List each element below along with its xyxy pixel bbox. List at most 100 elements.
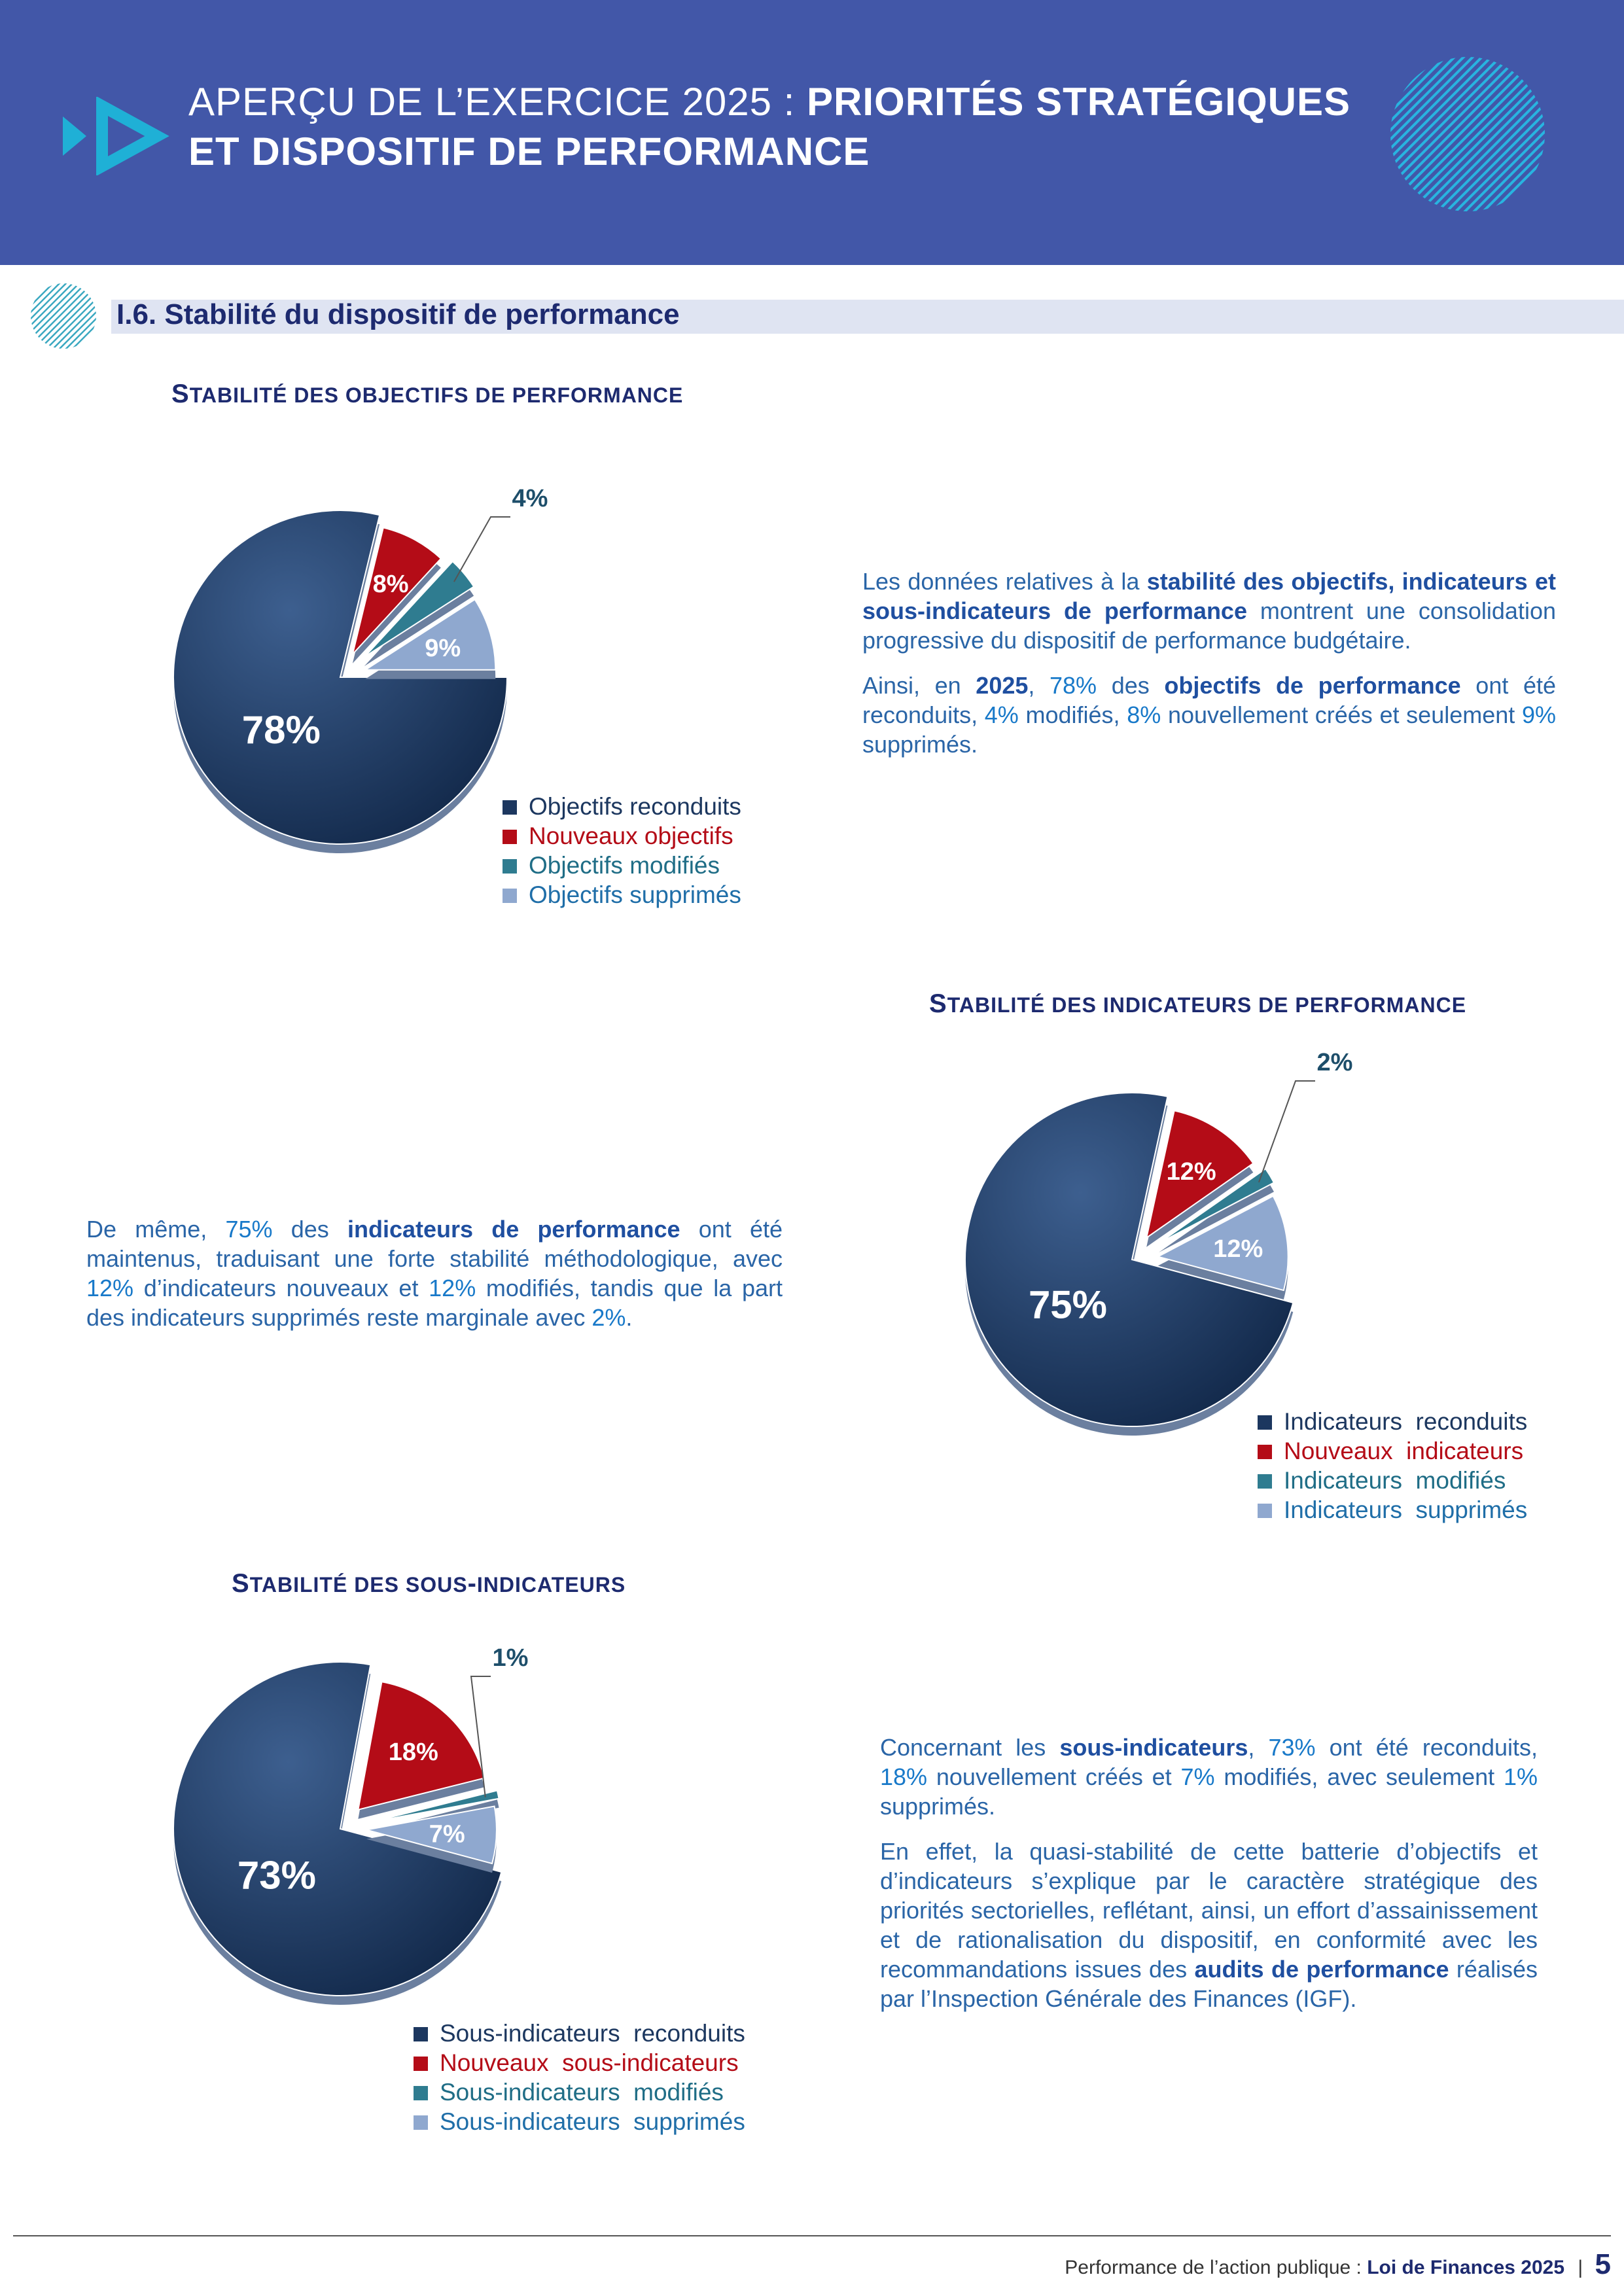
paragraph-text-run: d’indicateurs nouveaux et: [133, 1275, 429, 1301]
page-number: 5: [1595, 2248, 1611, 2280]
paragraph-text-run: 1%: [1503, 1763, 1538, 1790]
paragraph-text-run: modifiés,: [1018, 701, 1127, 728]
legend-sous-indicateurs: Sous-indicateurs reconduits Nouveaux sous…: [414, 2019, 745, 2136]
page-title: APERÇU DE L’EXERCICE 2025 : PRIORITÉS ST…: [188, 80, 1351, 173]
chart-title-indicateurs: STABILITÉ DES INDICATEURS DE PERFORMANCE: [929, 989, 1467, 1018]
paragraph-text-run: réalisés par l’Inspection Générale des F…: [880, 1956, 1538, 2012]
label-leader-line: [470, 1676, 491, 1797]
paragraph-text-run: supprimés.: [862, 731, 978, 758]
legend-item: Nouveaux sous-indicateurs: [414, 2048, 745, 2077]
paragraph-text-run: .: [626, 1304, 633, 1331]
legend-swatch: [414, 2115, 428, 2130]
pie-slice: [370, 1790, 500, 1823]
paragraph-text-run: Les données relatives à la: [862, 568, 1147, 595]
section-title: I.6. Stabilité du dispositif de performa…: [116, 298, 680, 330]
pie-slice-label: 2%: [1317, 1049, 1353, 1076]
chart-title-sous-indicateurs: STABILITÉ DES SOUS-INDICATEURS: [232, 1569, 626, 1598]
chart-title-objectifs: STABILITÉ DES OBJECTIFS DE PERFORMANCE: [171, 380, 684, 408]
paragraph-text-run: 12%: [86, 1275, 134, 1301]
paragraph-text-run: 4%: [984, 701, 1019, 728]
pie-slice: [173, 510, 508, 845]
legend-item: Sous-indicateurs reconduits: [414, 2019, 745, 2048]
paragraph-text-run: 2025: [976, 672, 1029, 699]
pie-slice: [964, 1092, 1294, 1427]
legend-swatch: [1258, 1415, 1272, 1430]
label-leader-line: [453, 516, 510, 582]
pie-slice-label: 73%: [238, 1853, 316, 1897]
paragraph-objectifs: Les données relatives à la stabilité des…: [862, 567, 1556, 775]
pie-slice-label: 8%: [373, 571, 409, 598]
pie-slice-label: 78%: [242, 708, 321, 752]
pie-slice: [362, 598, 497, 671]
legend-label: Objectifs supprimés: [529, 881, 741, 908]
legend-objectifs: Objectifs reconduits Nouveaux objectifs Ob…: [503, 792, 741, 910]
pie-slice: [351, 527, 442, 657]
paragraph-text-run: modifiés, avec seulement: [1214, 1763, 1504, 1790]
paragraph-text-run: ont été reconduits,: [1315, 1734, 1538, 1761]
legend-swatch: [414, 2086, 428, 2100]
legend-label: Sous-indicateurs modifiés: [440, 2079, 724, 2106]
legend-label: Indicateurs reconduits: [1284, 1408, 1528, 1435]
paragraph-text-run: 12%: [429, 1275, 476, 1301]
paragraph-text-run: Ainsi, en: [862, 672, 976, 699]
paragraph-text-run: 2%: [591, 1304, 626, 1331]
pie-slice-label: 4%: [512, 485, 548, 512]
legend-label: Objectifs modifiés: [529, 852, 720, 879]
legend-item: Objectifs modifiés: [503, 851, 741, 880]
legend-label: Nouveaux sous-indicateurs: [440, 2049, 739, 2076]
pie-slice: [357, 1681, 485, 1811]
paragraph-text-run: 7%: [1180, 1763, 1215, 1790]
pie-chart-sous-indicateurs: 73% 18% 1% 7%: [173, 1644, 528, 2005]
legend-item: Indicateurs reconduits: [1258, 1407, 1527, 1436]
paragraph-text-run: 9%: [1521, 701, 1556, 728]
pie-slice-label: 18%: [389, 1739, 438, 1766]
pie-slice-label: 12%: [1167, 1158, 1216, 1186]
legend-label: Sous-indicateurs reconduits: [440, 2020, 745, 2047]
legend-item: Objectifs supprimés: [503, 880, 741, 910]
pie-slice-label: 9%: [425, 635, 461, 662]
paragraph-sous-indicateurs: Concernant les sous-indicateurs, 73% ont…: [880, 1733, 1538, 2029]
paragraph-text-run: De même,: [86, 1216, 226, 1243]
pie-slice-label: 75%: [1029, 1283, 1107, 1327]
legend-item: Indicateurs modifiés: [1258, 1466, 1527, 1495]
paragraph-text-run: supprimés.: [880, 1793, 996, 1820]
hatched-circle-icon: [31, 283, 96, 349]
legend-label: Indicateurs modifiés: [1284, 1467, 1506, 1494]
pie-slice-label: 7%: [429, 1820, 465, 1848]
paragraph-text-run: montrent une consolidation progressive d…: [862, 597, 1556, 654]
paragraph-text-run: ont été reconduits,: [862, 672, 1556, 728]
pie-slice: [173, 1661, 503, 1996]
paragraph-indicateurs: De même, 75% des indicateurs de performa…: [86, 1214, 783, 1348]
paragraph-text-run: stabilité des objectifs, indicateurs et …: [862, 568, 1556, 624]
legend-item: Indicateurs supprimés: [1258, 1495, 1527, 1525]
paragraph-text-run: audits de performance: [1194, 1956, 1449, 1983]
pie-slice: [1156, 1195, 1289, 1292]
legend-swatch: [1258, 1504, 1272, 1518]
legend-label: Indicateurs supprimés: [1284, 1496, 1528, 1523]
legend-item: Sous-indicateurs modifiés: [414, 2077, 745, 2107]
legend-swatch: [503, 830, 517, 844]
paragraph-text-run: des: [1097, 672, 1165, 699]
paragraph-text-run: des: [272, 1216, 347, 1243]
legend-label: Nouveaux objectifs: [529, 822, 733, 849]
hatched-circle-decoration: [1390, 57, 1545, 211]
pie-chart-objectifs: 78% 8% 4% 9%: [173, 485, 548, 853]
paragraph-text-run: nouvellement créés et seulement: [1161, 701, 1522, 728]
legend-label: Sous-indicateurs supprimés: [440, 2108, 745, 2135]
paragraph-text-run: nouvellement créés et: [927, 1763, 1181, 1790]
paragraph-text-run: 75%: [225, 1216, 273, 1243]
pie-slice-label: 12%: [1213, 1235, 1263, 1263]
paragraph-text-run: Concernant les: [880, 1734, 1060, 1761]
paragraph-text-run: objectifs de performance: [1164, 672, 1461, 699]
paragraph-text-run: ,: [1028, 672, 1050, 699]
paragraph-text-run: 18%: [880, 1763, 928, 1790]
legend-label: Objectifs reconduits: [529, 793, 741, 820]
legend-swatch: [503, 800, 517, 815]
pie-slice: [1158, 1167, 1275, 1244]
paragraph-text-run: modifiés, tandis que la part des indicat…: [86, 1275, 783, 1331]
pie-slice: [1145, 1110, 1254, 1240]
paragraph-text-run: sous-indicateurs: [1059, 1734, 1248, 1761]
legend-item: Nouveaux objectifs: [503, 821, 741, 851]
play-arrow-icon: [63, 97, 169, 175]
legend-indicateurs: Indicateurs reconduits Nouveaux indicateu…: [1258, 1407, 1527, 1525]
